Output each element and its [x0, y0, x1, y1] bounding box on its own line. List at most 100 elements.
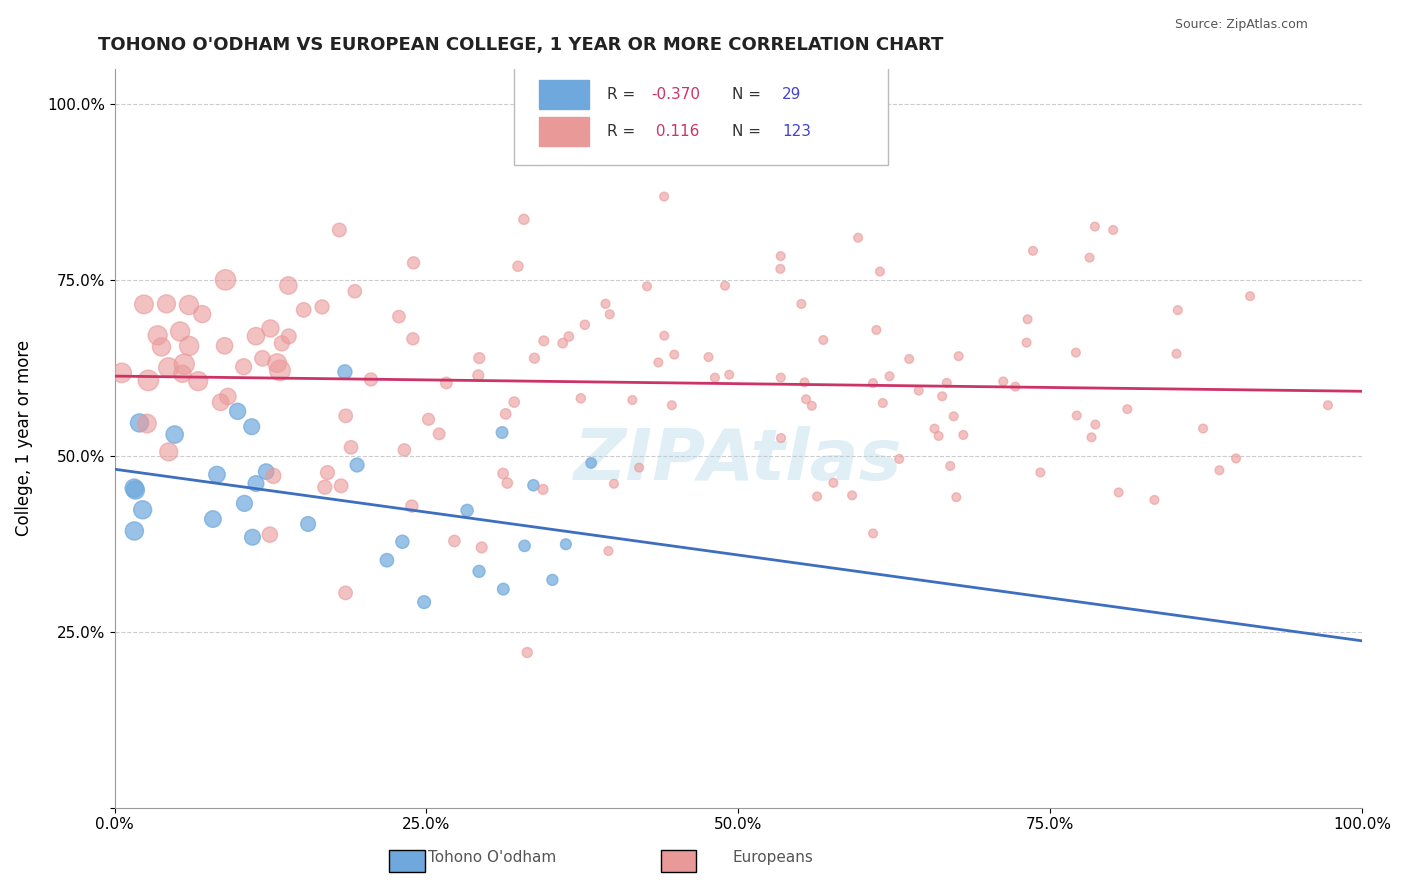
Point	[335, 586, 357, 600]
Point	[935, 376, 957, 390]
Point	[533, 334, 555, 348]
Point	[205, 467, 228, 482]
Point	[522, 478, 544, 492]
Point	[794, 392, 817, 407]
Point	[491, 425, 513, 440]
Point	[595, 297, 617, 311]
Point	[456, 503, 478, 517]
Point	[311, 300, 333, 314]
Point	[1017, 312, 1039, 326]
Point	[865, 323, 887, 337]
Point	[1143, 492, 1166, 507]
Point	[1166, 347, 1188, 361]
Point	[254, 465, 277, 479]
Point	[173, 357, 195, 371]
Point	[131, 503, 153, 517]
Point	[443, 533, 465, 548]
Point	[664, 348, 686, 362]
Point	[124, 524, 146, 538]
Point	[1167, 303, 1189, 318]
Point	[297, 516, 319, 531]
Point	[1022, 244, 1045, 258]
Point	[718, 368, 741, 382]
Point	[269, 363, 291, 377]
Point	[823, 475, 845, 490]
Y-axis label: College, 1 year or more: College, 1 year or more	[15, 340, 32, 536]
Point	[506, 259, 529, 273]
Point	[266, 356, 288, 370]
Point	[233, 496, 256, 510]
Text: Tohono O'odham: Tohono O'odham	[427, 850, 557, 865]
Text: 0.116: 0.116	[651, 124, 699, 139]
Point	[652, 189, 675, 203]
Point	[813, 333, 835, 347]
Point	[391, 534, 413, 549]
Point	[790, 297, 813, 311]
Point	[124, 483, 146, 497]
Point	[628, 460, 651, 475]
Point	[177, 298, 200, 312]
FancyBboxPatch shape	[538, 79, 589, 109]
Point	[209, 395, 232, 409]
Point	[513, 539, 536, 553]
Point	[259, 527, 281, 541]
Point	[427, 426, 450, 441]
Point	[418, 412, 440, 426]
FancyBboxPatch shape	[513, 62, 889, 165]
Point	[636, 279, 658, 293]
Point	[513, 212, 536, 227]
Point	[862, 376, 884, 391]
Point	[388, 310, 411, 324]
Point	[661, 398, 683, 412]
Point	[172, 367, 194, 381]
Point	[434, 376, 457, 390]
Point	[1084, 219, 1107, 234]
Point	[931, 389, 953, 403]
Point	[1239, 289, 1261, 303]
Point	[907, 384, 929, 398]
Point	[579, 456, 602, 470]
Point	[492, 467, 515, 481]
Point	[1078, 251, 1101, 265]
Point	[146, 328, 169, 343]
Point	[128, 416, 150, 430]
Point	[1064, 345, 1087, 359]
Point	[471, 541, 494, 555]
Point	[948, 349, 970, 363]
Text: N =: N =	[733, 124, 766, 139]
Point	[603, 476, 626, 491]
Point	[340, 440, 363, 454]
Point	[402, 332, 425, 346]
Point	[942, 409, 965, 424]
Point	[516, 646, 538, 660]
Point	[292, 302, 315, 317]
Point	[343, 285, 366, 299]
Point	[111, 366, 134, 380]
Point	[402, 256, 425, 270]
Point	[862, 526, 884, 541]
Point	[1192, 421, 1215, 435]
Point	[495, 407, 517, 421]
Point	[1029, 466, 1052, 480]
Point	[647, 355, 669, 369]
Text: Source: ZipAtlas.com: Source: ZipAtlas.com	[1174, 18, 1308, 31]
Point	[800, 399, 823, 413]
Point	[191, 307, 214, 321]
Point	[952, 428, 974, 442]
Point	[574, 318, 596, 332]
Text: R =: R =	[607, 124, 641, 139]
Point	[714, 278, 737, 293]
Point	[599, 307, 621, 321]
FancyBboxPatch shape	[538, 117, 589, 146]
Point	[245, 476, 267, 491]
Point	[226, 404, 249, 418]
Point	[346, 458, 368, 472]
Point	[558, 329, 581, 343]
Point	[201, 512, 224, 526]
Text: TOHONO O'ODHAM VS EUROPEAN COLLEGE, 1 YEAR OR MORE CORRELATION CHART: TOHONO O'ODHAM VS EUROPEAN COLLEGE, 1 YE…	[98, 36, 943, 54]
Point	[375, 553, 398, 567]
FancyBboxPatch shape	[661, 850, 696, 872]
Point	[889, 451, 911, 466]
Point	[993, 375, 1015, 389]
Point	[523, 351, 546, 366]
